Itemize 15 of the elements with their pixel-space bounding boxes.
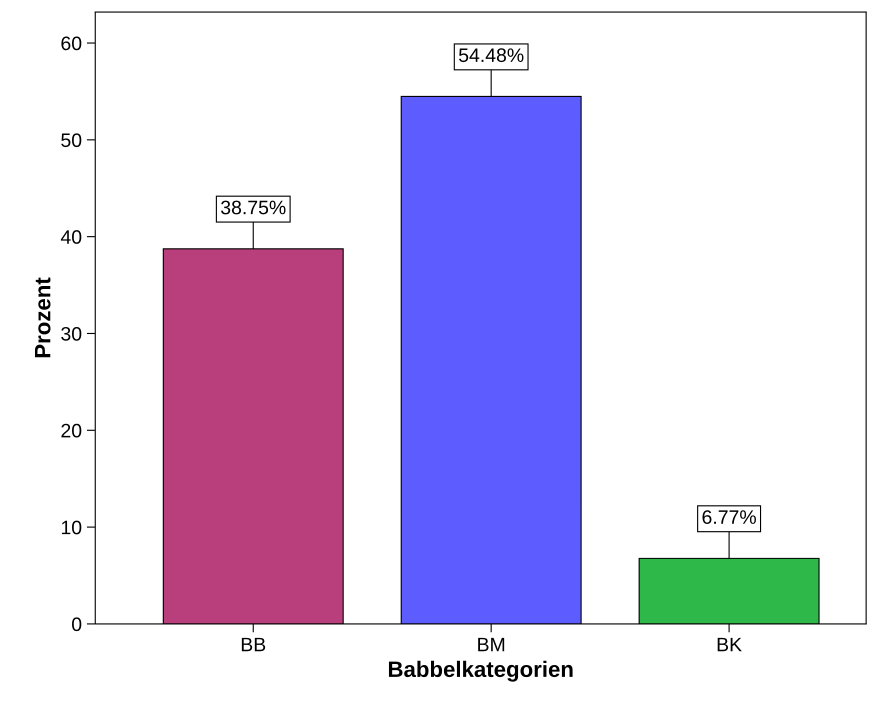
y-tick-label: 40 <box>60 230 82 244</box>
data-label: 6.77% <box>702 510 756 524</box>
y-tick-label: 60 <box>61 36 82 50</box>
y-tick-label: 30 <box>61 326 82 341</box>
y-tick-label: 20 <box>61 424 82 438</box>
x-tick-label: BB <box>242 638 266 652</box>
x-axis-title: Babbelkategorien <box>388 660 573 682</box>
y-tick-label: 50 <box>61 133 82 148</box>
data-label: 38.75% <box>221 200 286 214</box>
y-tick-label: 10 <box>62 520 82 534</box>
y-axis-title: Prozent <box>34 278 50 358</box>
x-tick-label: BK <box>718 638 742 652</box>
data-label: 54.48% <box>458 48 524 62</box>
y-tick-label: 0 <box>72 617 82 632</box>
x-tick-label: BM <box>478 638 504 652</box>
